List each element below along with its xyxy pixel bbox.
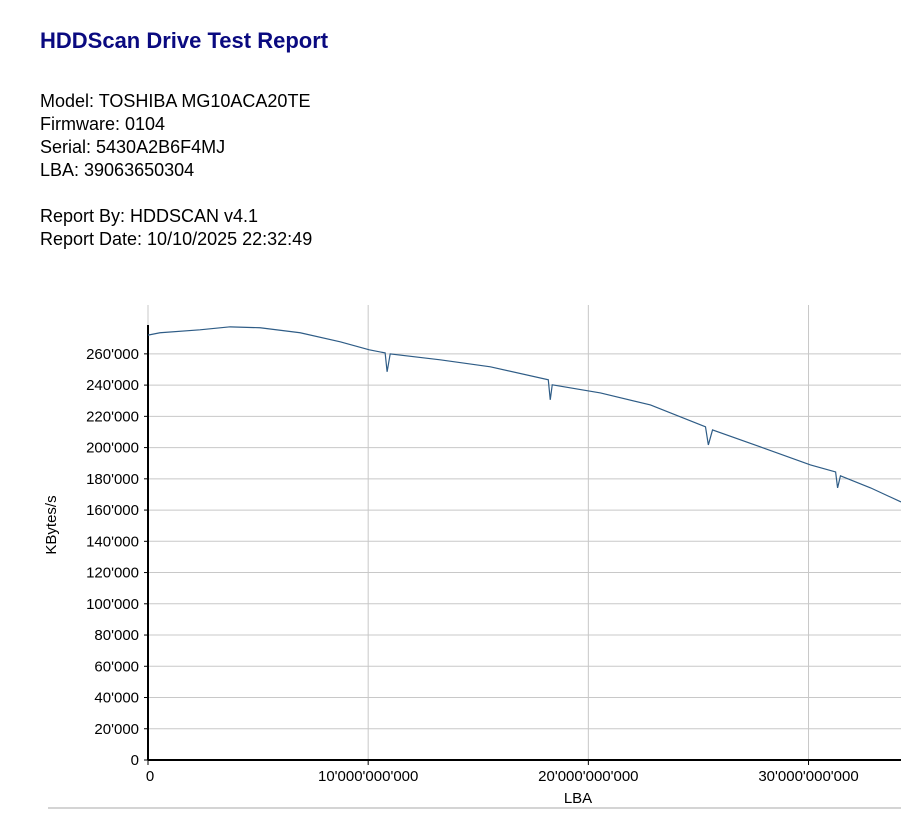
- x-tick-label: 10'000'000'000: [318, 768, 418, 785]
- y-tick-label: 160'000: [86, 502, 139, 519]
- y-axis-label: KBytes/s: [43, 495, 60, 554]
- info-line: Serial: 5430A2B6F4MJ: [40, 137, 225, 157]
- info-line: LBA: 39063650304: [40, 160, 194, 180]
- x-tick-label: 30'000'000'000: [758, 768, 858, 785]
- y-tick-label: 0: [131, 752, 139, 769]
- y-tick-label: 60'000: [94, 658, 139, 675]
- y-tick-label: 120'000: [86, 565, 139, 582]
- y-tick-label: 220'000: [86, 408, 139, 425]
- y-tick-label: 180'000: [86, 471, 139, 488]
- y-tick-label: 140'000: [86, 533, 139, 550]
- x-tick-label: 0: [146, 768, 154, 785]
- info-line: Firmware: 0104: [40, 114, 165, 134]
- y-tick-label: 200'000: [86, 440, 139, 457]
- y-tick-label: 100'000: [86, 596, 139, 613]
- x-axis-label: LBA: [564, 790, 592, 807]
- y-tick-label: 40'000: [94, 690, 139, 707]
- y-tick-label: 260'000: [86, 346, 139, 363]
- x-tick-label: 20'000'000'000: [538, 768, 638, 785]
- info-line: Report Date: 10/10/2025 22:32:49: [40, 229, 312, 249]
- y-tick-label: 80'000: [94, 627, 139, 644]
- data-line: [147, 326, 901, 503]
- info-line: Report By: HDDSCAN v4.1: [40, 206, 258, 226]
- plot: 0 20'000 40'000 60'000 80'000 100'000 120'000 1…: [86, 305, 901, 785]
- info-line: Model: TOSHIBA MG10ACA20TE: [40, 91, 310, 111]
- y-tick-label: 20'000: [94, 721, 139, 738]
- y-tick-label: 240'000: [86, 377, 139, 394]
- report-title: HDDScan Drive Test Report: [40, 28, 329, 53]
